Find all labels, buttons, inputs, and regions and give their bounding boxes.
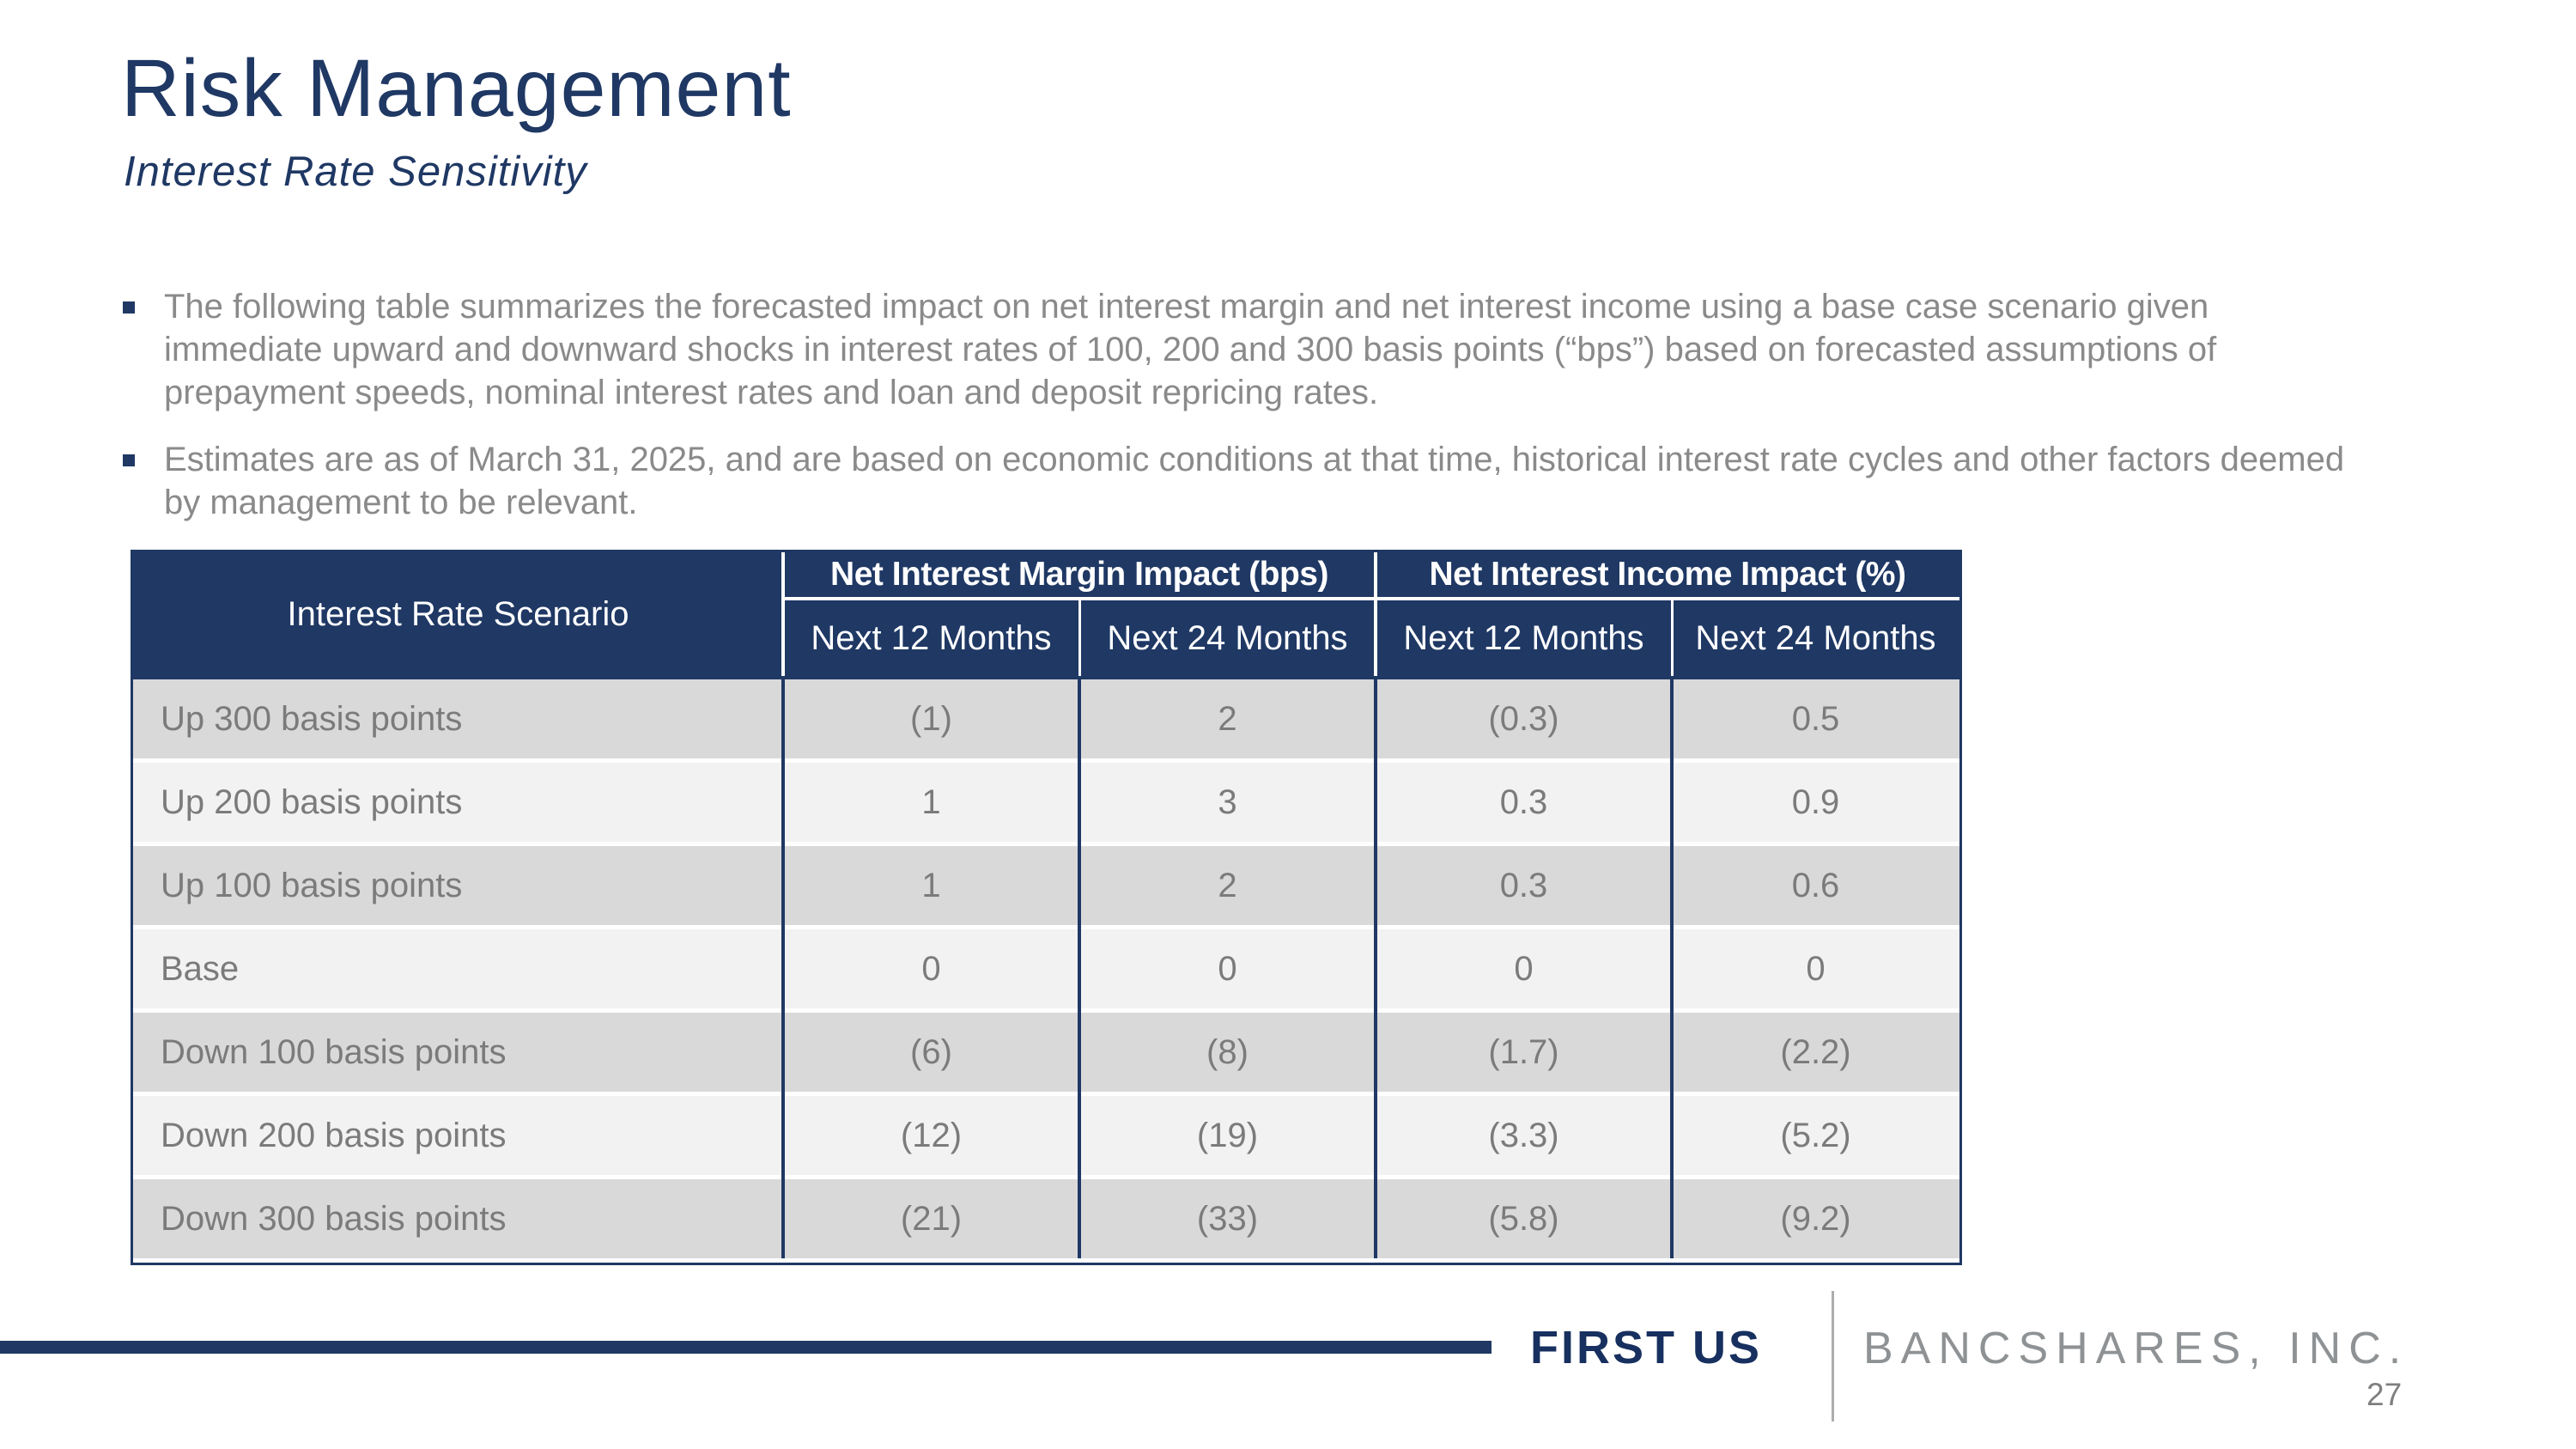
header-vertical-divider — [781, 552, 785, 676]
value-cell: (21) — [783, 1179, 1079, 1258]
table-group-header-nim: Net Interest Margin Impact (bps) — [830, 556, 1328, 593]
bullet-text: Estimates are as of March 31, 2025, and … — [164, 441, 2345, 521]
value-cell: (9.2) — [1672, 1179, 1959, 1258]
value-cell: 0 — [1376, 929, 1672, 1008]
value-cell: (1) — [783, 679, 1079, 758]
value-cell: 0.5 — [1672, 679, 1959, 758]
value-cell: 0.6 — [1672, 846, 1959, 925]
column-divider — [1670, 679, 1674, 1258]
value-cell: 0 — [1672, 929, 1959, 1008]
header-vertical-divider — [1671, 600, 1674, 676]
scenario-cell: Up 100 basis points — [133, 846, 783, 925]
scenario-cell: Down 300 basis points — [133, 1179, 783, 1258]
column-divider — [1374, 679, 1377, 1258]
table-row: Down 300 basis points (21) (33) (5.8) (9… — [133, 1179, 1959, 1258]
bullet-item: Estimates are as of March 31, 2025, and … — [123, 438, 2390, 524]
table-row: Up 100 basis points 1 2 0.3 0.6 — [133, 846, 1959, 925]
header-horizontal-divider — [783, 597, 1959, 600]
value-cell: (6) — [783, 1013, 1079, 1092]
value-cell: (1.7) — [1376, 1013, 1672, 1092]
header-vertical-divider — [1374, 552, 1377, 676]
table-subheader: Next 24 Months — [1107, 618, 1348, 657]
brand-name-primary: FIRST US — [1530, 1322, 1763, 1373]
value-cell: (19) — [1079, 1096, 1376, 1175]
value-cell: 0.9 — [1672, 763, 1959, 842]
table-row: Down 200 basis points (12) (19) (3.3) (5… — [133, 1096, 1959, 1175]
bullet-text: The following table summarizes the forec… — [164, 288, 2217, 411]
header-vertical-divider — [1078, 600, 1081, 676]
page-subtitle: Interest Rate Sensitivity — [124, 149, 587, 195]
brand-divider-line — [1832, 1291, 1834, 1422]
value-cell: (3.3) — [1376, 1096, 1672, 1175]
column-divider — [781, 679, 785, 1258]
value-cell: 0.3 — [1376, 763, 1672, 842]
table-group-header-nii: Net Interest Income Impact (%) — [1429, 556, 1906, 593]
value-cell: (33) — [1079, 1179, 1376, 1258]
scenario-cell: Base — [133, 929, 783, 1008]
bullet-item: The following table summarizes the forec… — [123, 285, 2390, 414]
table-row: Base 0 0 0 0 — [133, 929, 1959, 1008]
value-cell: 0 — [1079, 929, 1376, 1008]
table-subheader: Next 24 Months — [1695, 618, 1936, 657]
table-header: Interest Rate Scenario Net Interest Marg… — [133, 552, 1959, 679]
value-cell: (8) — [1079, 1013, 1376, 1092]
bullet-list: The following table summarizes the forec… — [123, 285, 2390, 548]
value-cell: 1 — [783, 763, 1079, 842]
table-corner-header: Interest Rate Scenario — [287, 594, 629, 633]
scenario-cell: Up 200 basis points — [133, 763, 783, 842]
page-number: 27 — [2366, 1377, 2403, 1412]
value-cell: 2 — [1079, 679, 1376, 758]
value-cell: 0 — [783, 929, 1079, 1008]
value-cell: 1 — [783, 846, 1079, 925]
value-cell: (0.3) — [1376, 679, 1672, 758]
scenario-cell: Down 200 basis points — [133, 1096, 783, 1175]
value-cell: 0.3 — [1376, 846, 1672, 925]
value-cell: (5.8) — [1376, 1179, 1672, 1258]
value-cell: 2 — [1079, 846, 1376, 925]
table-row: Up 300 basis points (1) 2 (0.3) 0.5 — [133, 679, 1959, 758]
column-divider — [1078, 679, 1081, 1258]
table-subheader: Next 12 Months — [1403, 618, 1644, 657]
table-row: Up 200 basis points 1 3 0.3 0.9 — [133, 763, 1959, 842]
scenario-cell: Down 100 basis points — [133, 1013, 783, 1092]
value-cell: (2.2) — [1672, 1013, 1959, 1092]
page-title: Risk Management — [121, 43, 792, 134]
table-row: Down 100 basis points (6) (8) (1.7) (2.2… — [133, 1013, 1959, 1092]
value-cell: (12) — [783, 1096, 1079, 1175]
footer-accent-bar — [0, 1341, 1492, 1354]
scenario-cell: Up 300 basis points — [133, 679, 783, 758]
table-subheader: Next 12 Months — [811, 618, 1052, 657]
bullet-square-icon — [123, 454, 135, 466]
interest-rate-sensitivity-table: Interest Rate Scenario Net Interest Marg… — [131, 550, 1962, 1265]
table-body: Up 300 basis points (1) 2 (0.3) 0.5 Up 2… — [133, 679, 1959, 1258]
value-cell: 3 — [1079, 763, 1376, 842]
brand-name-secondary: BANCSHARES, INC. — [1863, 1324, 2409, 1373]
value-cell: (5.2) — [1672, 1096, 1959, 1175]
bullet-square-icon — [123, 301, 135, 314]
